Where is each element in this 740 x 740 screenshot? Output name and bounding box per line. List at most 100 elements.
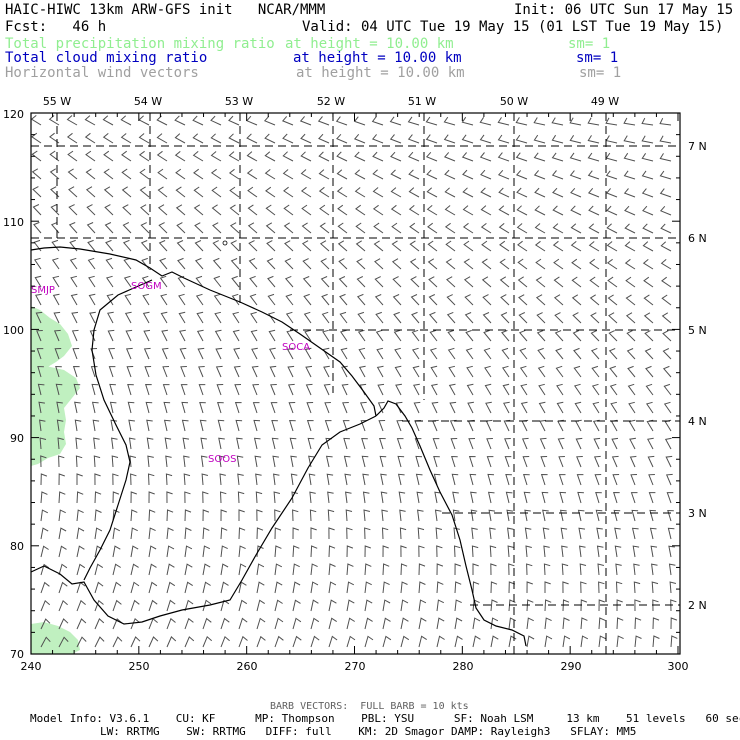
- wind-barb: [609, 365, 618, 378]
- wind-barb: [38, 401, 45, 414]
- wind-barb: [30, 115, 42, 126]
- forecast-hour: Fcst: 46 h: [5, 19, 107, 35]
- wind-barb: [651, 563, 658, 576]
- wind-barb: [53, 329, 61, 342]
- wind-barb: [249, 293, 258, 306]
- wind-barb: [40, 581, 50, 594]
- wind-barb: [394, 365, 402, 378]
- wind-barb: [454, 581, 462, 594]
- wind-barb: [215, 347, 223, 360]
- wind-barb: [166, 491, 173, 504]
- wind-barb: [328, 599, 337, 612]
- wind-barb: [112, 636, 123, 648]
- wind-barb: [625, 294, 636, 306]
- wind-barb: [536, 312, 546, 324]
- model-info-line1: Model Info: V3.6.1 CU: KF MP: Thompson P…: [30, 712, 740, 725]
- wind-barb: [364, 563, 372, 576]
- wind-barb: [176, 222, 186, 234]
- wind-barb: [76, 509, 84, 522]
- wind-barb: [408, 169, 420, 180]
- wind-barb: [624, 223, 636, 234]
- wind-barb: [436, 563, 444, 576]
- wind-barb: [497, 117, 510, 126]
- wind-barb: [58, 599, 68, 612]
- wind-barb: [373, 240, 384, 252]
- wind-barb: [36, 330, 43, 342]
- wind-barb: [433, 455, 440, 468]
- wind-barb: [394, 347, 402, 360]
- lon-label: 49 W: [591, 95, 619, 108]
- wind-barb: [644, 330, 654, 342]
- wind-barb: [323, 365, 330, 378]
- wind-barb: [161, 347, 169, 360]
- wind-barb: [400, 581, 408, 594]
- wind-barb: [202, 491, 209, 504]
- wind-barb: [37, 365, 44, 378]
- wind-barb: [210, 133, 222, 144]
- wind-barb: [436, 635, 445, 648]
- wind-barb: [202, 599, 212, 612]
- wind-barb: [535, 258, 546, 270]
- wind-barb: [140, 240, 150, 252]
- wind-barb: [574, 401, 582, 414]
- wind-barb: [588, 205, 600, 216]
- wind-barb: [166, 563, 175, 576]
- wind-barb: [616, 599, 623, 612]
- wind-barb: [426, 205, 438, 216]
- wind-barb: [130, 473, 137, 486]
- wind-barb: [67, 168, 78, 180]
- wind-barb: [590, 312, 600, 324]
- wind-barb: [325, 455, 333, 468]
- wind-barb: [246, 133, 258, 144]
- wind-barb: [664, 419, 672, 432]
- wind-barb: [523, 491, 531, 504]
- wind-barb: [643, 312, 654, 324]
- wind-barb: [193, 168, 204, 180]
- field-precip-name: Total precipitation mixing ratio: [5, 36, 275, 52]
- wind-barb: [202, 581, 211, 594]
- wind-barb: [608, 348, 618, 360]
- wind-barb: [165, 455, 172, 468]
- wind-barb: [165, 473, 173, 486]
- wind-barb: [292, 545, 300, 558]
- wind-barb: [238, 617, 248, 630]
- wind-barb: [166, 599, 176, 612]
- wind-barb: [669, 581, 677, 594]
- field-wind-sm: sm= 1: [579, 65, 622, 81]
- wind-barb: [623, 117, 636, 126]
- wind-barb: [609, 383, 618, 396]
- wind-barb: [398, 491, 406, 504]
- wind-barb: [626, 330, 636, 342]
- wind-barb: [220, 509, 227, 522]
- wind-barb: [102, 133, 114, 144]
- wind-barb: [498, 223, 510, 234]
- wind-barb: [339, 329, 348, 342]
- wind-barb: [343, 455, 351, 468]
- wind-barb: [126, 366, 134, 378]
- wind-barb: [373, 222, 384, 234]
- wind-barb: [593, 455, 601, 468]
- y-tick-label: 100: [3, 324, 24, 337]
- wind-barb: [300, 186, 312, 198]
- wind-barb: [72, 348, 80, 360]
- wind-barb: [595, 491, 602, 504]
- wind-barb: [417, 509, 424, 522]
- wind-barb: [319, 240, 330, 252]
- wind-barb: [589, 258, 600, 270]
- wind-barb: [454, 617, 463, 630]
- wind-barb: [642, 223, 654, 234]
- wind-barb: [253, 419, 261, 432]
- wind-barb: [94, 636, 105, 648]
- wind-barb: [590, 347, 600, 360]
- wind-barb: [580, 617, 588, 630]
- wind-barb: [76, 527, 85, 540]
- wind-barb: [156, 115, 168, 126]
- wind-barb: [103, 150, 114, 162]
- wind-barb: [284, 258, 294, 270]
- wind-barb: [160, 293, 168, 306]
- wind-barb: [104, 222, 114, 234]
- wind-barb: [648, 492, 656, 504]
- wind-barb: [521, 419, 529, 432]
- wind-barb: [267, 311, 276, 324]
- wind-barb: [534, 205, 546, 216]
